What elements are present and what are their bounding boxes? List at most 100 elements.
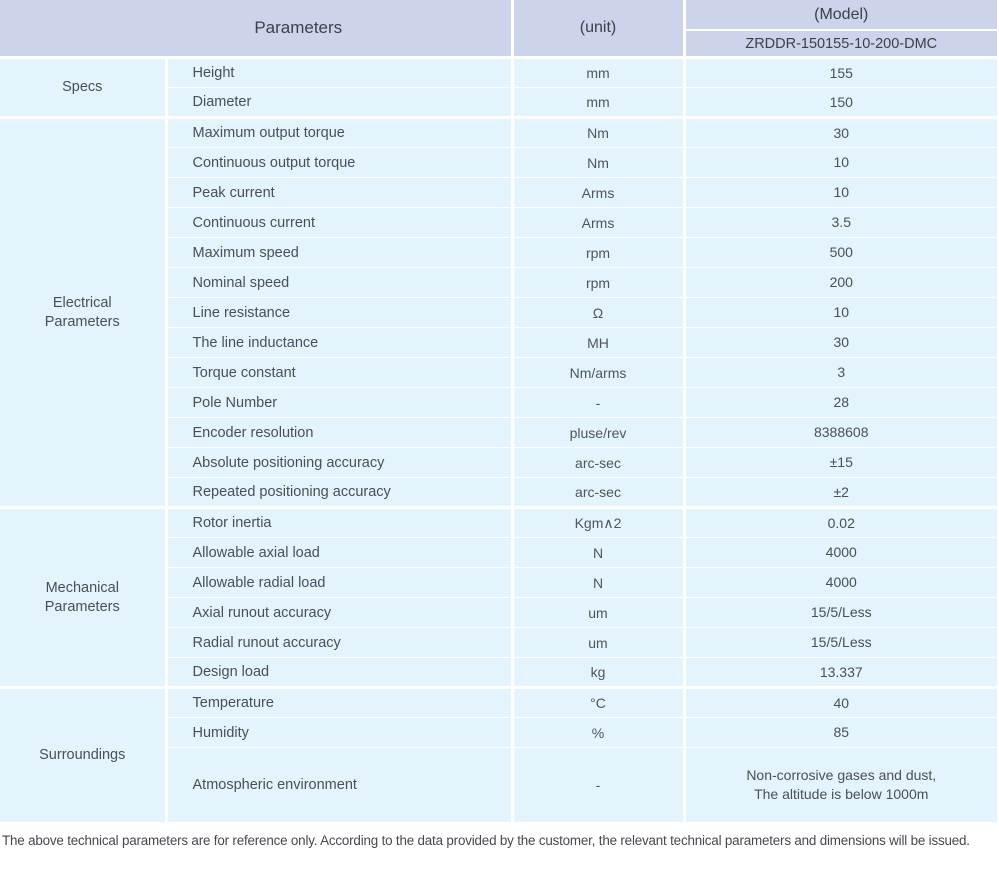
unit-cell: mm (512, 56, 686, 88)
category-cell: Specs (0, 56, 168, 118)
parameter-cell: Pole Number (166, 387, 514, 418)
unit-cell: Arms (512, 177, 686, 208)
spec-table: Parameters (unit) (Model) ZRDDR-150155-1… (0, 0, 999, 822)
value-cell: 500 (684, 237, 999, 268)
unit-cell: Nm (512, 147, 686, 178)
table-row: Maximum speed rpm 500 (0, 237, 999, 268)
table-row: Line resistance Ω 10 (0, 297, 999, 328)
parameter-cell: Maximum output torque (166, 116, 514, 148)
table-row: Encoder resolution pluse/rev 8388608 (0, 417, 999, 448)
table-body: Specs Height mm 155 Diameter mm 150 Electrical … (0, 56, 999, 822)
table-row: Design load kg 13.337 (0, 657, 999, 688)
unit-cell: MH (512, 327, 686, 358)
unit-header: (unit) (512, 0, 686, 58)
unit-cell: Nm/arms (512, 357, 686, 388)
value-cell: 10 (684, 177, 999, 208)
value-cell: 4000 (684, 537, 999, 568)
parameter-cell: Allowable axial load (166, 537, 514, 568)
value-cell: 85 (684, 717, 999, 748)
parameter-cell: Torque constant (166, 357, 514, 388)
unit-cell: Nm (512, 116, 686, 148)
value-cell: 150 (684, 87, 999, 118)
table-row: Specs Height mm 155 (0, 56, 999, 118)
table-row: Continuous output torque Nm 10 (0, 147, 999, 178)
parameter-cell: Encoder resolution (166, 417, 514, 448)
category-cell: Surroundings (0, 686, 168, 822)
parameter-cell: Allowable radial load (166, 567, 514, 598)
table-row: Repeated positioning accuracy arc-sec ±2 (0, 477, 999, 508)
unit-cell: Arms (512, 207, 686, 238)
parameter-cell: The line inductance (166, 327, 514, 358)
header-row-1: Parameters (unit) (Model) (0, 0, 999, 58)
value-cell: 10 (684, 147, 999, 178)
table-row: Surroundings Temperature °C 40 (0, 686, 999, 822)
unit-cell: N (512, 567, 686, 598)
value-cell: ±2 (684, 477, 999, 508)
parameter-cell: Maximum speed (166, 237, 514, 268)
header-row-2: ZRDDR-150155-10-200-DMC (0, 29, 999, 58)
value-cell: 30 (684, 327, 999, 358)
table-row: Continuous current Arms 3.5 (0, 207, 999, 238)
parameter-cell: Line resistance (166, 297, 514, 328)
unit-cell: rpm (512, 237, 686, 268)
parameter-cell: Diameter (166, 87, 514, 118)
value-cell: 3 (684, 357, 999, 388)
model-header: (Model) (684, 0, 999, 30)
unit-cell: um (512, 627, 686, 658)
table-row: Electrical Parameters Maximum output torq… (0, 116, 999, 508)
parameter-cell: Continuous current (166, 207, 514, 238)
parameter-cell: Temperature (166, 686, 514, 718)
value-cell: 0.02 (684, 506, 999, 538)
unit-cell: - (512, 387, 686, 418)
value-cell: 8388608 (684, 417, 999, 448)
table-row: Allowable radial load N 4000 (0, 567, 999, 598)
unit-cell: °C (512, 686, 686, 718)
table-row: Peak current Arms 10 (0, 177, 999, 208)
table-row: Allowable axial load N 4000 (0, 537, 999, 568)
parameter-cell: Repeated positioning accuracy (166, 477, 514, 508)
unit-cell: Kgm∧2 (512, 506, 686, 538)
table-row: Nominal speed rpm 200 (0, 267, 999, 298)
table-row: Radial runout accuracy um 15/5/Less (0, 627, 999, 658)
unit-cell: N (512, 537, 686, 568)
unit-cell: Ω (512, 297, 686, 328)
parameter-cell: Nominal speed (166, 267, 514, 298)
value-cell: 200 (684, 267, 999, 298)
unit-cell: arc-sec (512, 447, 686, 478)
value-cell: 10 (684, 297, 999, 328)
model-number: ZRDDR-150155-10-200-DMC (684, 29, 999, 58)
unit-cell: % (512, 717, 686, 748)
value-cell: 13.337 (684, 657, 999, 688)
parameter-cell: Rotor inertia (166, 506, 514, 538)
category-cell: Mechanical Parameters (0, 506, 168, 688)
unit-cell: kg (512, 657, 686, 688)
value-cell: 30 (684, 116, 999, 148)
value-cell: 40 (684, 686, 999, 718)
unit-cell: rpm (512, 267, 686, 298)
table-row: Pole Number -28 (0, 387, 999, 418)
value-cell: 3.5 (684, 207, 999, 238)
table-row: Mechanical Parameters Rotor inertia Kgm∧2 0… (0, 506, 999, 688)
parameter-cell: Axial runout accuracy (166, 597, 514, 628)
value-cell: 15/5/Less (684, 627, 999, 658)
table-row: Absolute positioning accuracy arc-sec ±15 (0, 447, 999, 478)
category-cell: Electrical Parameters (0, 116, 168, 508)
parameter-cell: Peak current (166, 177, 514, 208)
table-row: Axial runout accuracy um 15/5/Less (0, 597, 999, 628)
parameter-cell: Humidity (166, 717, 514, 748)
table-row: The line inductance MH 30 (0, 327, 999, 358)
parameter-cell: Height (166, 56, 514, 88)
value-cell: 4000 (684, 567, 999, 598)
spec-table-header: Parameters (unit) (Model) ZRDDR-150155-1… (0, 0, 999, 58)
table-row: Humidity% 85 (0, 717, 999, 748)
value-cell: ±15 (684, 447, 999, 478)
parameter-cell: Radial runout accuracy (166, 627, 514, 658)
unit-cell: arc-sec (512, 477, 686, 508)
value-cell: 15/5/Less (684, 597, 999, 628)
value-cell: 28 (684, 387, 999, 418)
parameter-cell: Atmospheric environment (166, 747, 514, 822)
value-cell: 155 (684, 56, 999, 88)
parameter-cell: Absolute positioning accuracy (166, 447, 514, 478)
footer-note: The above technical parameters are for r… (2, 832, 970, 848)
unit-cell: um (512, 597, 686, 628)
